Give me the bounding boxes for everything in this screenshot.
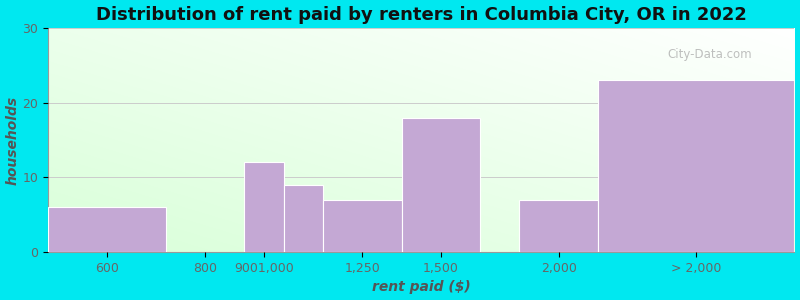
Text: City-Data.com: City-Data.com [667, 48, 752, 61]
X-axis label: rent paid ($): rent paid ($) [372, 280, 470, 294]
Bar [284, 185, 323, 252]
Bar [244, 163, 284, 252]
Bar [48, 207, 166, 252]
Y-axis label: households: households [6, 95, 19, 184]
Bar [323, 200, 402, 252]
Bar [519, 200, 598, 252]
Title: Distribution of rent paid by renters in Columbia City, OR in 2022: Distribution of rent paid by renters in … [96, 6, 746, 24]
Bar [598, 80, 794, 252]
Bar [402, 118, 480, 252]
